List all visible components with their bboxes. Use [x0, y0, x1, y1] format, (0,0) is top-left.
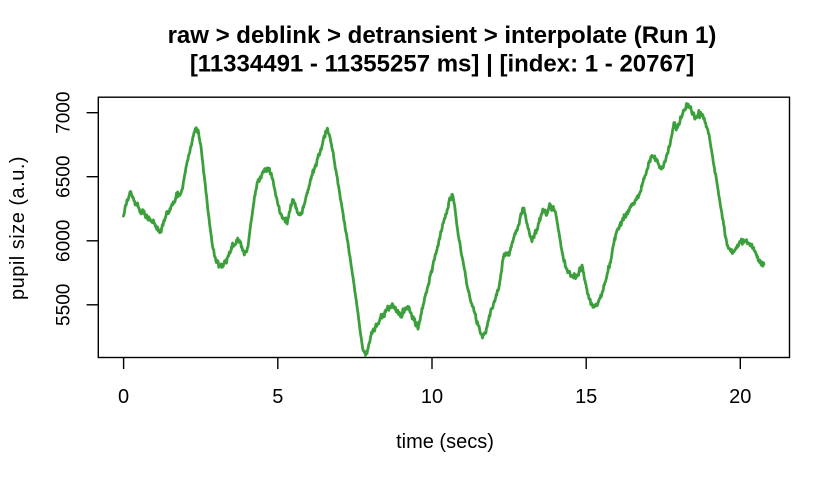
svg-text:pupil size (a.u.): pupil size (a.u.): [7, 156, 29, 300]
svg-text:0: 0: [118, 386, 129, 408]
svg-text:6000: 6000: [54, 220, 75, 262]
svg-text:15: 15: [575, 386, 597, 408]
svg-text:10: 10: [421, 386, 443, 408]
svg-text:5: 5: [272, 386, 283, 408]
svg-text:20: 20: [729, 386, 751, 408]
svg-text:7000: 7000: [54, 92, 75, 134]
svg-text:raw > deblink > detransient >: raw > deblink > detransient > interpolat…: [168, 22, 717, 49]
svg-text:time (secs): time (secs): [396, 431, 494, 453]
svg-text:5500: 5500: [54, 284, 75, 326]
svg-text:6500: 6500: [54, 156, 75, 198]
svg-text:[11334491 - 11355257 ms] | [in: [11334491 - 11355257 ms] | [index: 1 - 2…: [190, 50, 694, 77]
